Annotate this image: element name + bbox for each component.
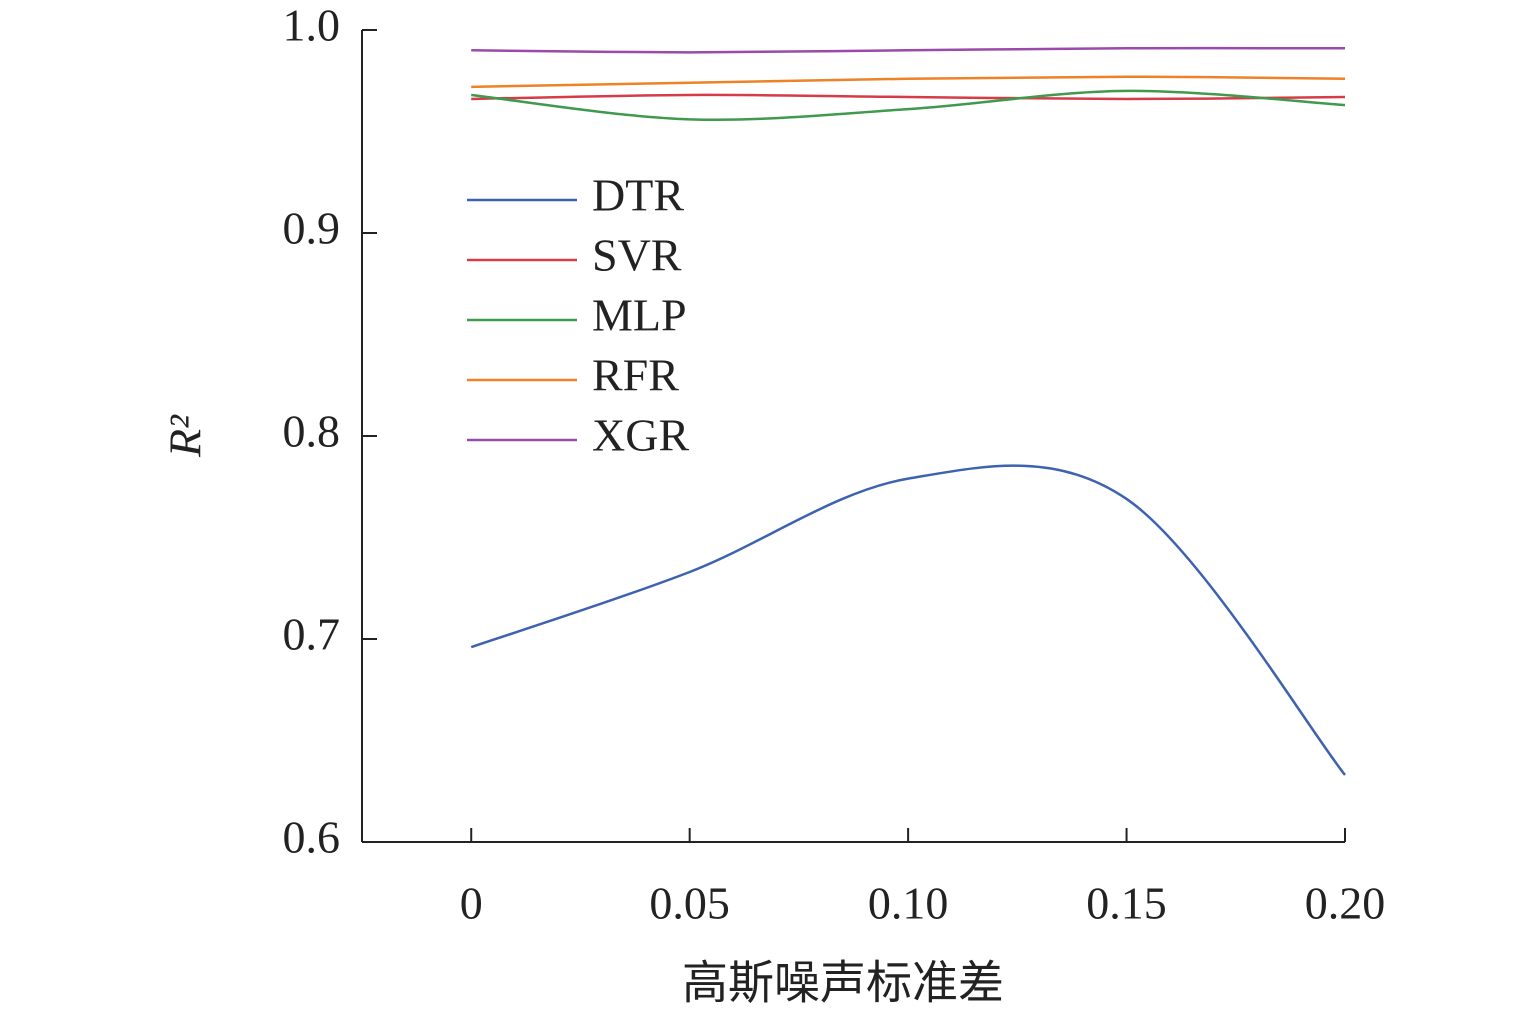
y-tick-label: 0.7 [283,609,341,660]
y-tick-label: 0.8 [283,406,341,457]
series-line [471,89,1346,122]
x-tick-label: 0.05 [649,878,730,929]
legend-label: XGR [592,410,689,461]
series-line [471,75,1346,89]
y-tick-label: 0.9 [283,203,341,254]
series-line [471,46,1346,54]
x-axis-label: 高斯噪声标准差 [682,958,1004,1009]
x-tick-label: 0.20 [1305,878,1386,929]
series-line [471,93,1346,101]
legend-label: RFR [592,350,679,401]
x-tick-label: 0.15 [1086,878,1167,929]
x-tick-label: 0 [460,878,483,929]
y-tick-label: 0.6 [283,812,341,863]
x-tick-label: 0.10 [868,878,949,929]
legend-label: MLP [592,290,687,341]
legend-label: DTR [592,170,684,221]
y-axis-label: R² [160,414,211,458]
legend-label: SVR [592,230,682,281]
y-tick-label: 1.0 [283,0,341,51]
series-line [470,464,1346,776]
